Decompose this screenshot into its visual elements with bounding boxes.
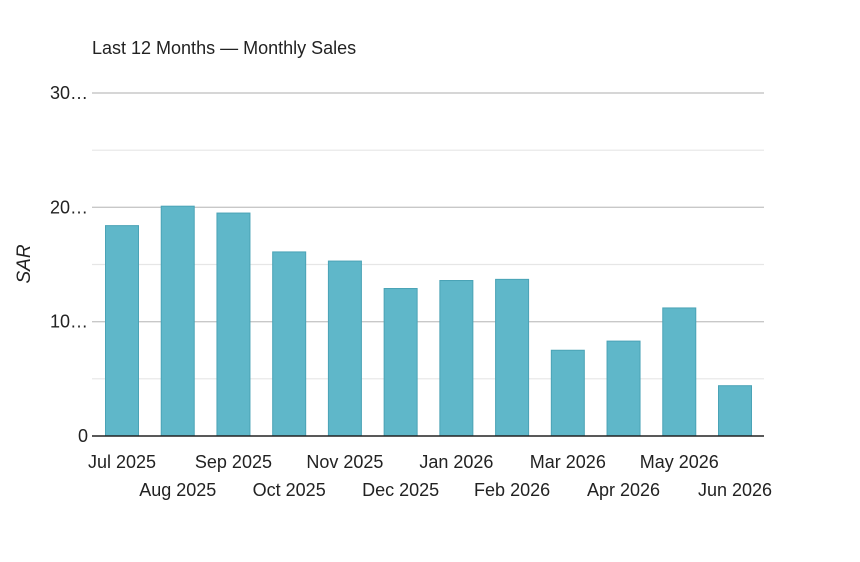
x-tick-labels: Jul 2025 Aug 2025 Sep 2025 Oct 2025 Nov 2025… <box>88 452 772 500</box>
bar-feb-2026 <box>495 278 530 437</box>
bar-nov-2025 <box>327 260 362 437</box>
bar-apr-2026 <box>606 340 641 437</box>
y-tick-label-3: 30… <box>50 83 88 103</box>
x-tick-label-oct-2025: Oct 2025 <box>253 480 326 500</box>
x-tick-label-jun-2026: Jun 2026 <box>698 480 772 500</box>
y-tick-label-2: 20… <box>50 197 88 217</box>
gridlines <box>92 92 764 380</box>
bars <box>105 205 752 437</box>
bar-oct-2025 <box>272 251 307 437</box>
bar-jun-2026 <box>718 385 752 437</box>
bar-sep-2025 <box>216 212 251 437</box>
x-tick-label-feb-2026: Feb 2026 <box>474 480 550 500</box>
x-tick-label-jul-2025: Jul 2025 <box>88 452 156 472</box>
x-tick-label-may-2026: May 2026 <box>640 452 719 472</box>
x-tick-label-nov-2025: Nov 2025 <box>306 452 383 472</box>
y-axis-label: SAR <box>14 244 35 283</box>
x-tick-label-jan-2026: Jan 2026 <box>419 452 493 472</box>
x-tick-label-sep-2025: Sep 2025 <box>195 452 272 472</box>
bar-jan-2026 <box>439 280 474 437</box>
y-tick-labels: 0 10… 20… 30… <box>50 83 88 446</box>
y-tick-label-0: 0 <box>78 426 88 446</box>
x-tick-label-aug-2025: Aug 2025 <box>139 480 216 500</box>
y-tick-label-1: 10… <box>50 312 88 332</box>
bar-may-2026 <box>662 307 697 437</box>
chart-title: Last 12 Months — Monthly Sales <box>92 38 356 58</box>
bar-dec-2025 <box>383 288 418 437</box>
bar-aug-2025 <box>160 205 195 437</box>
x-tick-label-dec-2025: Dec 2025 <box>362 480 439 500</box>
x-tick-label-mar-2026: Mar 2026 <box>530 452 606 472</box>
bar-mar-2026 <box>550 349 585 437</box>
bar-jul-2025 <box>105 225 139 437</box>
x-tick-label-apr-2026: Apr 2026 <box>587 480 660 500</box>
